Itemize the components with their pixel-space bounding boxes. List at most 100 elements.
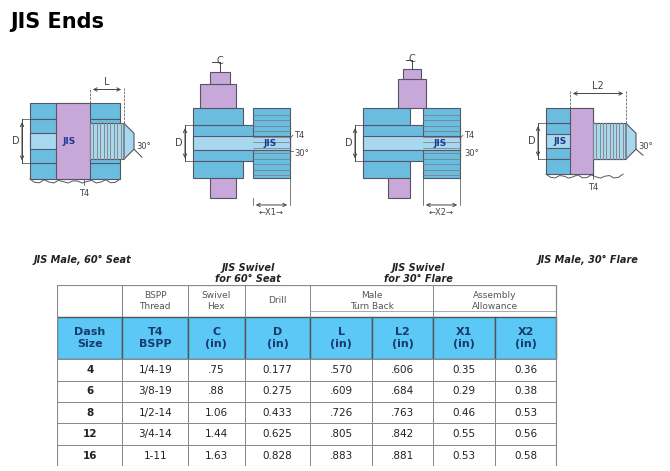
Bar [123,359,188,381]
Text: JIS Swivel
for 60° Seat: JIS Swivel for 60° Seat [215,263,281,284]
Text: C: C [216,56,223,65]
Text: D: D [345,138,353,148]
Bar [495,381,556,402]
Polygon shape [423,108,460,178]
Bar [372,359,433,381]
Bar [188,402,245,423]
Polygon shape [30,119,120,163]
Text: .75: .75 [208,365,224,375]
Bar [123,285,556,317]
Bar [372,317,433,359]
Text: L2: L2 [592,81,604,90]
Polygon shape [363,136,460,150]
Text: L
(in): L (in) [330,327,352,349]
Bar [433,423,495,445]
Text: JIS Ends: JIS Ends [10,12,104,32]
Bar [310,381,372,402]
Text: 0.53: 0.53 [452,451,476,461]
Text: 0.177: 0.177 [263,365,293,375]
Text: JIS Swivel
for 30° Flare: JIS Swivel for 30° Flare [383,263,452,284]
Bar [245,317,310,359]
Bar [310,317,372,359]
Polygon shape [30,133,120,149]
Polygon shape [626,123,636,159]
Bar [245,402,310,423]
Bar [123,381,188,402]
Text: 0.53: 0.53 [514,408,537,418]
Bar [188,317,245,359]
Text: T4: T4 [294,131,304,140]
Text: T4: T4 [79,189,89,198]
Text: ←X1→: ←X1→ [259,208,283,217]
Text: D: D [12,136,20,146]
Text: 0.36: 0.36 [514,365,537,375]
Text: C
(in): C (in) [206,327,227,349]
Bar [495,423,556,445]
Text: X2
(in): X2 (in) [515,327,537,349]
Polygon shape [193,136,290,150]
Bar [372,381,433,402]
Bar [433,359,495,381]
Text: 1/4-19: 1/4-19 [138,365,172,375]
Text: .763: .763 [391,408,414,418]
Text: .726: .726 [330,408,353,418]
Bar [188,359,245,381]
Bar [433,317,495,359]
Text: .881: .881 [391,451,414,461]
Bar [188,423,245,445]
Polygon shape [398,79,426,108]
Polygon shape [56,104,90,179]
Polygon shape [403,69,421,79]
Text: 30°: 30° [136,142,151,151]
Polygon shape [210,72,230,83]
Bar [245,423,310,445]
Text: C: C [409,54,415,64]
Text: 0.55: 0.55 [452,429,476,439]
Polygon shape [90,123,124,159]
Polygon shape [124,123,134,159]
Bar [310,445,372,466]
Text: T4: T4 [588,183,598,192]
Text: 1/2-14: 1/2-14 [138,408,172,418]
Polygon shape [193,125,290,161]
Text: JIS Male, 30° Flare: JIS Male, 30° Flare [537,255,639,265]
Text: .570: .570 [330,365,352,375]
Text: L2
(in): L2 (in) [392,327,413,349]
Bar [57,423,123,445]
Bar [433,381,495,402]
Bar [310,423,372,445]
Polygon shape [363,108,410,125]
Text: 3/8-19: 3/8-19 [138,386,172,397]
Text: 30°: 30° [294,149,309,158]
Text: .805: .805 [330,429,352,439]
Text: 1.06: 1.06 [205,408,228,418]
Text: 6: 6 [86,386,93,397]
Polygon shape [546,108,593,123]
Text: D: D [529,136,536,146]
Text: T4: T4 [464,131,474,140]
Text: 30°: 30° [464,149,479,158]
Text: 3/4-14: 3/4-14 [138,429,172,439]
Polygon shape [200,83,236,108]
Text: 0.433: 0.433 [263,408,293,418]
Text: 0.35: 0.35 [452,365,476,375]
Text: ←X2→: ←X2→ [429,208,454,217]
Bar [433,402,495,423]
Bar [245,381,310,402]
Text: Male
Turn Back: Male Turn Back [350,291,394,310]
Text: 0.58: 0.58 [514,451,537,461]
Polygon shape [363,125,460,161]
Bar [57,402,123,423]
Text: 1.63: 1.63 [205,451,228,461]
Bar [57,381,123,402]
Bar [188,445,245,466]
Polygon shape [253,108,290,178]
Polygon shape [30,163,120,179]
Bar [495,317,556,359]
Text: 12: 12 [82,429,97,439]
Text: 1.44: 1.44 [205,429,228,439]
Bar [310,359,372,381]
Bar [245,359,310,381]
Bar [123,402,188,423]
Text: X1
(in): X1 (in) [453,327,475,349]
